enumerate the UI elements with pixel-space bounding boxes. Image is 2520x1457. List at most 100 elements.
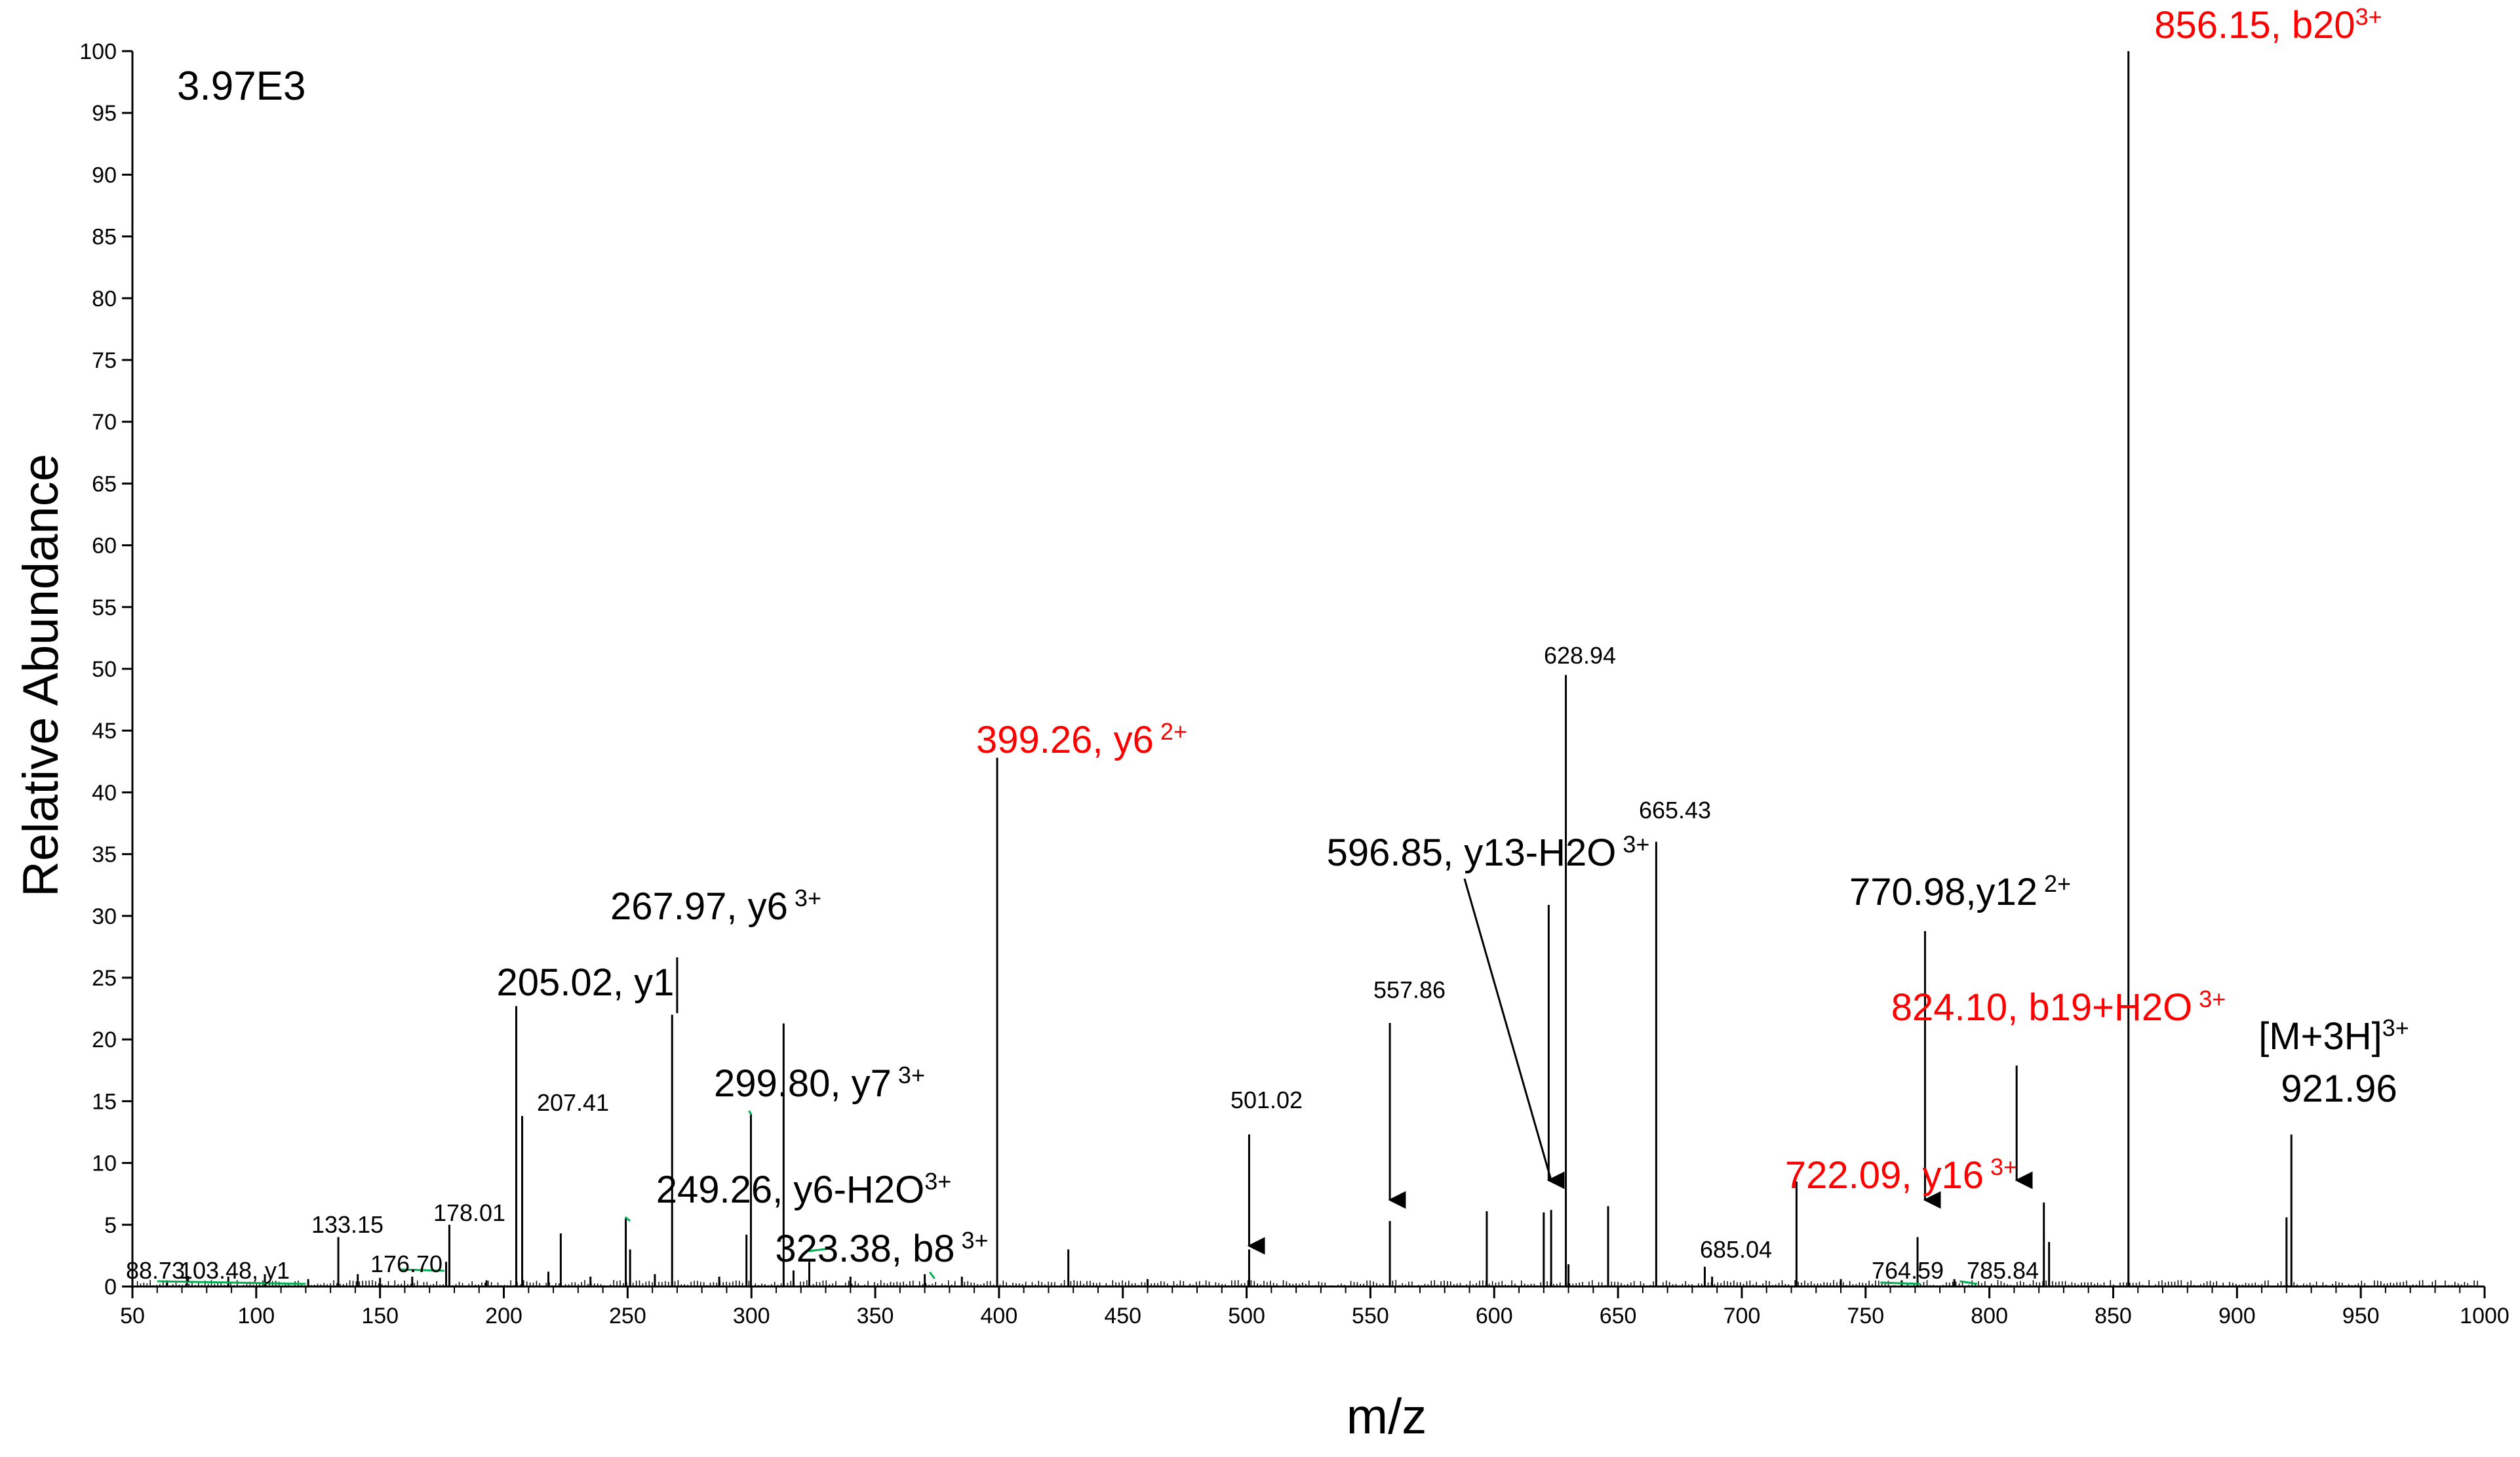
annotation-a249: 249.26, y6-H2O3+ — [656, 1168, 952, 1211]
annotation-leader — [1463, 878, 1552, 1181]
y-tick-label: 35 — [92, 843, 117, 868]
annotation-charge: 3+ — [2355, 3, 2382, 30]
annotation-text: [M+3H] — [2258, 1015, 2382, 1058]
x-tick-label: 300 — [733, 1304, 770, 1328]
annotation-charge: 2+ — [1154, 718, 1187, 745]
annotation-a824: 824.10, b19+H2O 3+ — [1891, 986, 2226, 1029]
annotation-charge: 3+ — [2192, 986, 2226, 1012]
annotation-a205: 205.02, y1 — [497, 961, 675, 1004]
peak-label-l557: 557.86 — [1373, 976, 1446, 1003]
label-marker — [399, 1268, 444, 1272]
annotation-text: 770.98,y12 — [1849, 871, 2038, 913]
annotation-charge: 3+ — [1984, 1153, 2017, 1180]
x-tick-label: 800 — [1971, 1304, 2008, 1328]
peak-label-l103: 103.48, y1 — [180, 1257, 290, 1284]
y-tick-label: 70 — [92, 410, 117, 435]
x-tick-label: 900 — [2218, 1304, 2256, 1328]
x-tick-label: 450 — [1104, 1304, 1141, 1328]
axes: 0 5 10 15 20 25 30 35 40 45 50 55 60 65 70 75 80 85 90 95 10… — [79, 39, 2510, 1328]
x-tick-label: 550 — [1352, 1304, 1389, 1328]
normalization-level-label: 3.97E3 — [177, 64, 306, 109]
peak-label-l176: 176.70 — [370, 1250, 443, 1277]
y-tick-label: 50 — [92, 657, 117, 682]
y-tick-label: 60 — [92, 534, 117, 559]
label-marker — [748, 1110, 753, 1115]
peak-label-l501: 501.02 — [1230, 1087, 1303, 1113]
y-tick-label: 20 — [92, 1028, 117, 1052]
peak-label-l685: 685.04 — [1700, 1236, 1772, 1263]
y-tick-label: 40 — [92, 780, 117, 805]
peak-label-l764: 764.59 — [1872, 1257, 1944, 1284]
label-marker — [157, 1280, 306, 1285]
annotation-a299: 299.80, y7 3+ — [714, 1062, 925, 1105]
annotation-charge: 3+ — [1616, 831, 1649, 858]
x-tick-label: 600 — [1476, 1304, 1513, 1328]
x-tick-label: 1000 — [2460, 1304, 2510, 1328]
annotation-a323: 323.38, b8 3+ — [775, 1227, 988, 1270]
y-tick-label: 30 — [92, 904, 117, 929]
annotation-text: 323.38, b8 — [775, 1227, 955, 1270]
peak-label-l665: 665.43 — [1639, 797, 1711, 824]
label-marker — [624, 1216, 631, 1222]
peak-label-l207: 207.41 — [537, 1089, 609, 1116]
annotation-charge: 3+ — [2382, 1014, 2409, 1041]
y-tick-label: 95 — [92, 101, 117, 126]
x-tick-label: 700 — [1723, 1304, 1761, 1328]
y-tick-label: 10 — [92, 1151, 117, 1176]
x-tick-label: 750 — [1847, 1304, 1884, 1328]
y-tick-label: 25 — [92, 966, 117, 991]
annotation-text: 722.09, y16 — [1785, 1154, 1984, 1197]
x-tick-label: 950 — [2342, 1304, 2380, 1328]
annotation-a267: 267.97, y6 3+ — [610, 885, 821, 928]
annotation-charge: 2+ — [2038, 870, 2071, 897]
x-tick-label: 500 — [1228, 1304, 1265, 1328]
label-marker — [1959, 1280, 1977, 1285]
label-marker — [808, 1247, 831, 1252]
annotation-a722: 722.09, y16 3+ — [1785, 1153, 2017, 1197]
baseline-noise — [136, 1280, 2478, 1287]
y-tick-label: 85 — [92, 225, 117, 250]
y-tick-label: 15 — [92, 1089, 117, 1114]
y-tick-label: 65 — [92, 471, 117, 496]
y-tick-label: 90 — [92, 163, 117, 188]
peak-series — [136, 51, 2478, 1287]
y-axis-title: Relative Abundance — [13, 454, 69, 897]
annotation-a770: 770.98,y12 2+ — [1849, 870, 2071, 913]
x-tick-label: 250 — [609, 1304, 646, 1328]
annotation-text: 267.97, y6 — [610, 885, 788, 928]
annotation-text: 596.85, y13-H2O — [1327, 831, 1617, 874]
annotation-a856: 856.15, b203+ — [2154, 3, 2382, 47]
annotation-charge: 3+ — [955, 1227, 989, 1254]
x-tick-label: 200 — [485, 1304, 522, 1328]
y-tick-label: 75 — [92, 348, 117, 373]
annotation-aM1: [M+3H]3+ — [2258, 1014, 2409, 1058]
annotation-text: 205.02, y1 — [497, 961, 675, 1004]
annotation-charge: 3+ — [892, 1062, 925, 1088]
annotation-a596: 596.85, y13-H2O 3+ — [1327, 831, 1650, 874]
y-tick-label: 45 — [92, 719, 117, 744]
y-tick-label: 0 — [104, 1275, 117, 1300]
annotation-text: 299.80, y7 — [714, 1062, 892, 1105]
x-tick-label: 50 — [120, 1304, 145, 1328]
annotation-text: 856.15, b20 — [2154, 4, 2355, 47]
x-tick-label: 400 — [981, 1304, 1018, 1328]
annotation-aM2: 921.96 — [2281, 1068, 2397, 1110]
annotation-markers — [157, 878, 2033, 1285]
x-tick-label: 850 — [2095, 1304, 2132, 1328]
annotation-text: 249.26, y6-H2O — [656, 1168, 924, 1211]
x-tick-label: 100 — [237, 1304, 275, 1328]
peak-labels: 88.73,103.48, y1 133.15 176.70 178.01 207.41… — [126, 3, 2409, 1284]
label-marker — [1880, 1281, 1920, 1285]
annotation-text: 399.26, y6 — [976, 719, 1154, 761]
annotation-a399: 399.26, y6 2+ — [976, 718, 1187, 761]
annotation-text: 921.96 — [2281, 1068, 2397, 1110]
y-tick-label: 80 — [92, 287, 117, 311]
peak-label-l178: 178.01 — [433, 1199, 505, 1226]
x-tick-label: 650 — [1600, 1304, 1637, 1328]
peak-label-l628: 628.94 — [1544, 642, 1616, 669]
label-marker — [928, 1271, 935, 1279]
peak-label-l88: 88.73, — [126, 1257, 191, 1284]
peak-label-l785: 785.84 — [1967, 1257, 2039, 1284]
annotation-text: 824.10, b19+H2O — [1891, 986, 2193, 1029]
